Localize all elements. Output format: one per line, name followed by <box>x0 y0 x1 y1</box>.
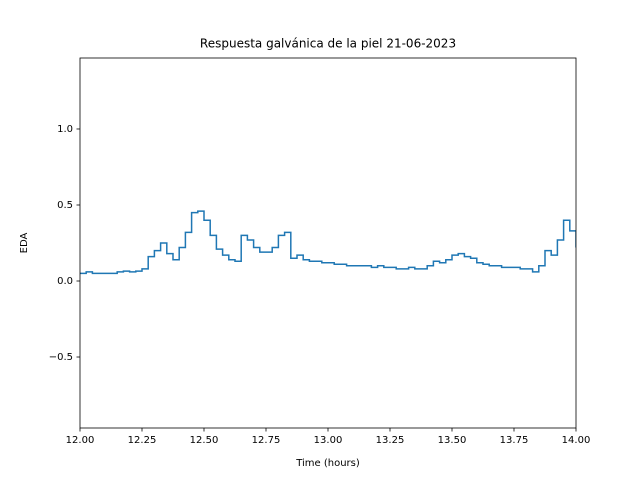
y-tick-label: 0.0 <box>57 276 73 287</box>
x-tick-label: 13.75 <box>500 435 529 446</box>
x-tick-label: 13.25 <box>376 435 405 446</box>
x-tick-label: 12.75 <box>252 435 281 446</box>
y-tick-label: 0.5 <box>57 200 73 211</box>
x-axis-label: Time (hours) <box>295 458 360 469</box>
chart-title: Respuesta galvánica de la piel 21-06-202… <box>200 37 456 51</box>
x-tick-label: 12.00 <box>66 435 95 446</box>
x-tick-label: 12.25 <box>128 435 157 446</box>
y-axis-label: EDA <box>19 233 30 254</box>
x-tick-label: 14.00 <box>562 435 591 446</box>
x-tick-label: 12.50 <box>190 435 219 446</box>
x-tick-label: 13.50 <box>438 435 467 446</box>
y-tick-label: −0.5 <box>49 352 73 363</box>
axes-frame <box>79 57 577 429</box>
data-line <box>80 210 576 275</box>
y-tick-label: 1.0 <box>57 124 73 135</box>
x-tick-label: 13.00 <box>314 435 343 446</box>
